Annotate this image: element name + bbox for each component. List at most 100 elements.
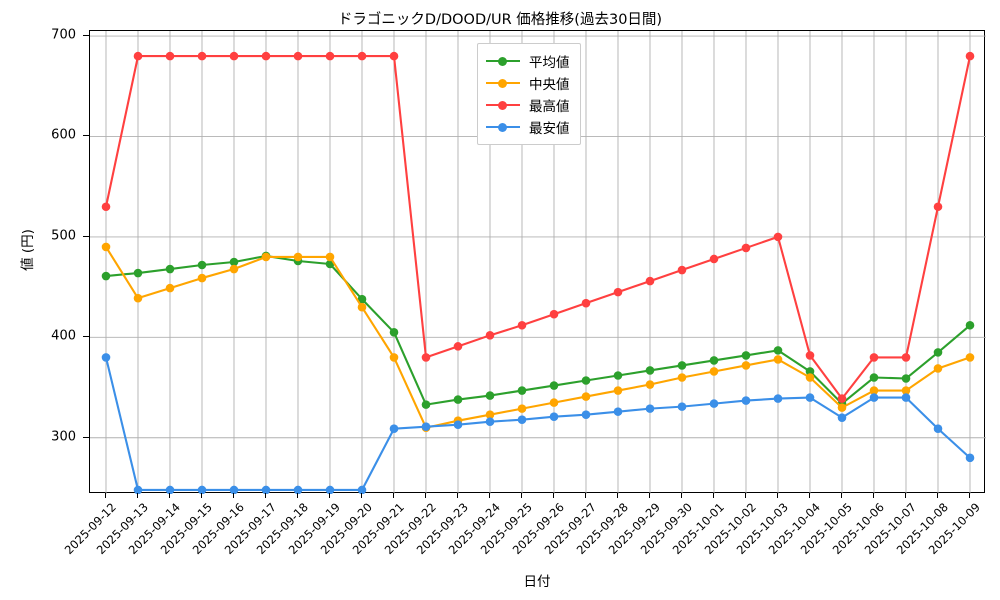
data-point — [421, 400, 431, 409]
data-point — [933, 364, 943, 373]
data-point — [581, 392, 591, 401]
data-point — [165, 485, 175, 494]
data-point — [485, 331, 495, 340]
x-tick-mark — [617, 493, 618, 498]
data-point — [773, 232, 783, 242]
legend-label: 最安値 — [529, 121, 570, 137]
data-point — [197, 260, 207, 270]
data-point — [709, 356, 719, 365]
data-point — [869, 373, 879, 382]
legend-item[interactable]: 最高値 — [486, 94, 570, 116]
data-point — [581, 298, 591, 308]
data-point — [485, 410, 495, 419]
y-tick-label: 700 — [51, 27, 76, 43]
data-point — [133, 268, 143, 278]
y-tick-mark — [83, 436, 89, 438]
data-point — [133, 51, 143, 61]
x-tick-mark — [521, 493, 522, 498]
legend-label: 中央値 — [529, 77, 570, 93]
data-point — [325, 51, 335, 61]
legend-item[interactable]: 中央値 — [486, 72, 570, 94]
data-point — [869, 353, 879, 362]
x-tick-mark — [393, 493, 394, 498]
data-point — [229, 264, 239, 274]
data-point — [261, 51, 271, 61]
y-tick-mark — [83, 35, 89, 37]
y-tick-mark — [83, 235, 89, 237]
x-tick-mark — [553, 493, 554, 498]
data-point — [581, 410, 591, 419]
x-tick-mark — [105, 493, 106, 498]
data-point — [229, 51, 239, 61]
series-line — [104, 55, 972, 400]
chart-title: ドラゴニックD/DOOD/UR 価格推移(過去30日間) — [337, 12, 663, 28]
x-tick-mark — [937, 493, 938, 498]
data-point — [677, 402, 687, 411]
data-point — [133, 485, 143, 494]
data-point — [165, 283, 175, 293]
data-point — [389, 424, 399, 434]
data-point — [325, 252, 335, 262]
x-tick-mark — [681, 493, 682, 498]
data-point — [677, 265, 687, 275]
data-point — [517, 386, 527, 395]
data-point — [901, 353, 911, 362]
x-tick-mark — [169, 493, 170, 498]
data-point — [613, 386, 623, 395]
data-point — [485, 391, 495, 400]
series-line — [104, 356, 972, 492]
data-point — [837, 394, 847, 403]
x-tick-mark — [489, 493, 490, 498]
x-tick-mark — [297, 493, 298, 498]
data-point — [773, 355, 783, 364]
series-3 — [101, 353, 975, 494]
data-point — [133, 293, 143, 303]
data-point — [101, 271, 111, 281]
data-point — [613, 287, 623, 297]
data-point — [229, 257, 239, 267]
legend-label: 平均値 — [529, 55, 570, 71]
data-point — [357, 51, 367, 61]
legend-marker-icon — [486, 120, 520, 134]
data-point — [101, 242, 111, 252]
x-tick-mark — [649, 493, 650, 498]
data-point — [965, 353, 975, 362]
data-point — [773, 394, 783, 403]
x-tick-mark — [425, 493, 426, 498]
series-line — [104, 245, 972, 429]
x-tick-mark — [777, 493, 778, 498]
y-tick-label: 500 — [51, 228, 76, 244]
data-point — [293, 51, 303, 61]
data-point — [933, 424, 943, 434]
data-point — [869, 386, 879, 395]
data-point — [357, 302, 367, 312]
series-line — [104, 254, 972, 406]
x-tick-mark — [233, 493, 234, 498]
y-tick-label: 600 — [51, 127, 76, 143]
data-point — [101, 353, 111, 362]
data-point — [837, 403, 847, 412]
x-tick-mark — [841, 493, 842, 498]
data-point — [357, 294, 367, 304]
data-point — [517, 415, 527, 424]
legend-item[interactable]: 最安値 — [486, 116, 570, 138]
data-point — [613, 371, 623, 380]
data-point — [901, 386, 911, 395]
data-point — [421, 353, 431, 362]
x-tick-mark — [201, 493, 202, 498]
data-point — [677, 361, 687, 370]
data-point — [453, 342, 463, 351]
plot-area — [89, 30, 986, 494]
x-tick-mark — [457, 493, 458, 498]
data-point — [869, 393, 879, 402]
chart-legend: 平均値中央値 最高値最安値 — [477, 43, 581, 145]
data-point — [485, 417, 495, 426]
data-point — [933, 348, 943, 357]
legend-item[interactable]: 平均値 — [486, 50, 570, 72]
data-point — [165, 51, 175, 61]
data-point — [293, 485, 303, 494]
x-tick-mark — [969, 493, 970, 498]
data-point — [901, 393, 911, 402]
data-point — [549, 309, 559, 319]
